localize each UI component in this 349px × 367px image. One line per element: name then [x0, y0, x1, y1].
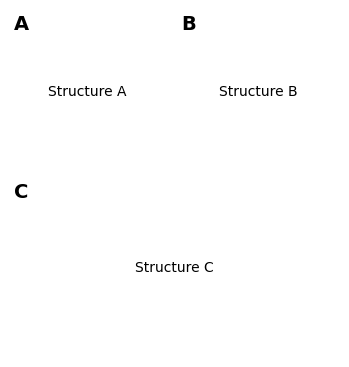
Text: Structure C: Structure C	[135, 261, 214, 275]
Text: A: A	[14, 15, 29, 34]
Text: C: C	[14, 184, 28, 203]
Text: Structure A: Structure A	[48, 85, 126, 99]
Text: Structure B: Structure B	[219, 85, 298, 99]
Text: B: B	[181, 15, 196, 34]
